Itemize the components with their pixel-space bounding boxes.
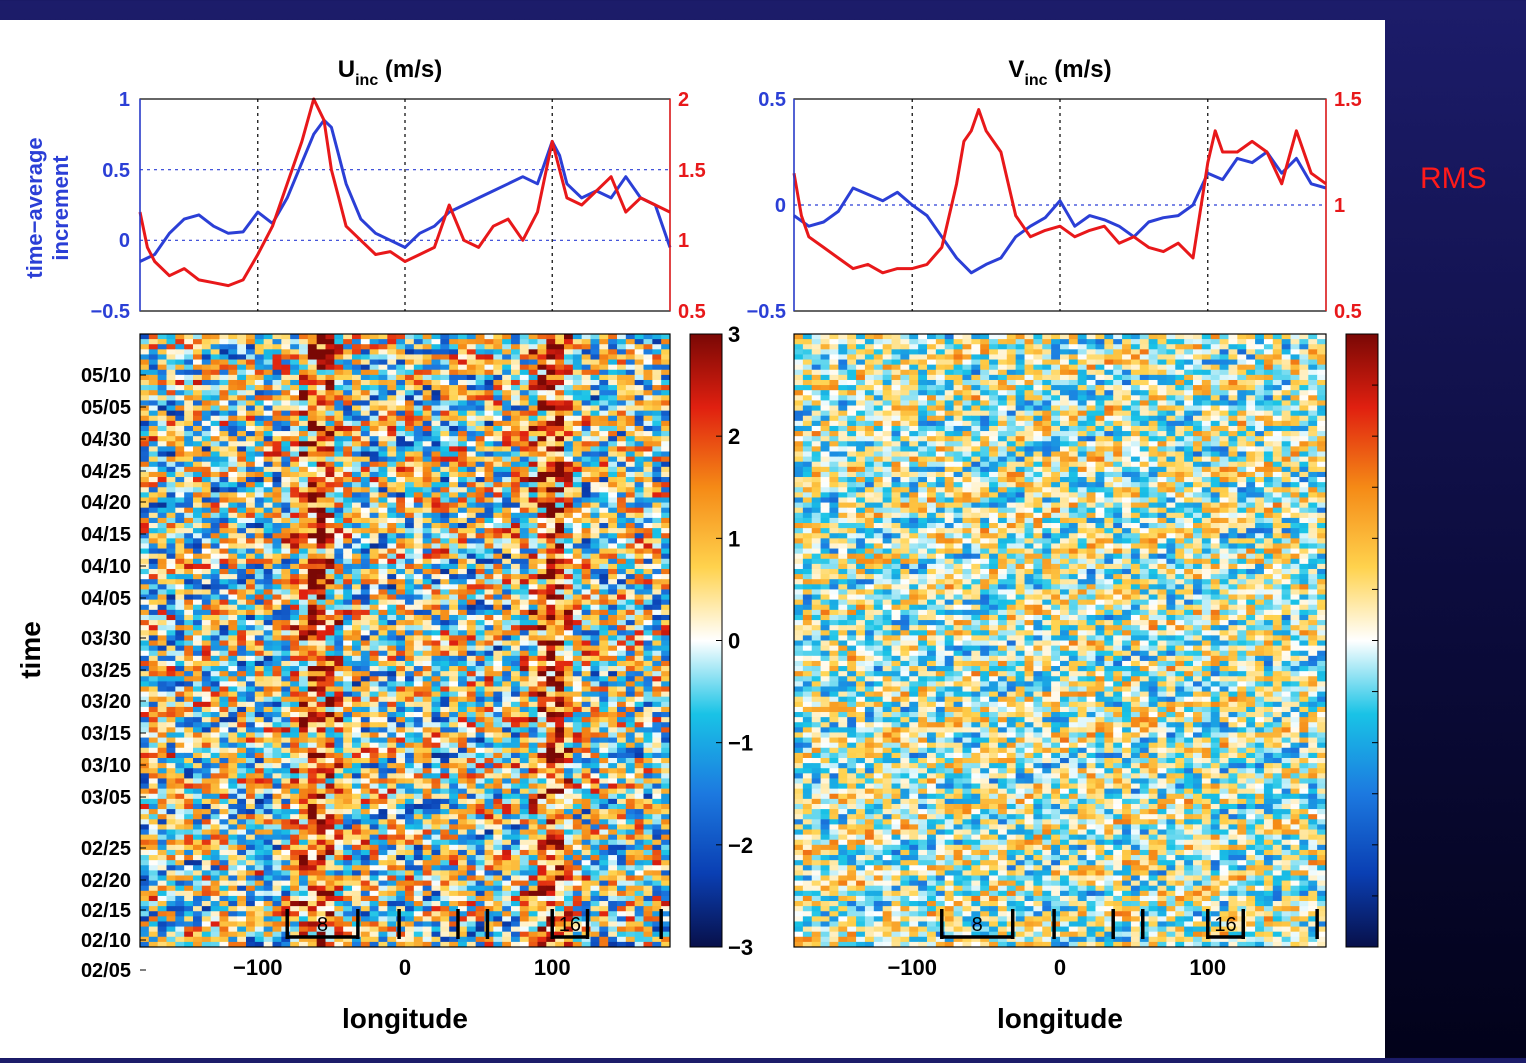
bl-ytick-16: 02/15	[81, 900, 131, 922]
bl-ytick-11: 03/15	[81, 723, 131, 745]
left-colorbar: 3 2 1 0 −1 −2 −3	[690, 322, 753, 960]
bl-ytick-5: 04/15	[81, 524, 131, 546]
tr-ytick-right-2: 0.5	[1334, 301, 1362, 323]
br-xtick-2: 100	[1189, 955, 1226, 980]
tl-ytick-left-0: 1	[119, 89, 130, 111]
top-right-grid	[794, 99, 1326, 311]
tr-ytick-right-1: 1	[1334, 195, 1345, 217]
bl-ytick-8: 03/30	[81, 628, 131, 650]
top-left-ylabel: time−average increment	[22, 137, 73, 278]
bl-ytick-10: 03/20	[81, 691, 131, 713]
bl-ytick-2: 04/30	[81, 429, 131, 451]
tl-ytick-right-3: 0.5	[678, 301, 706, 323]
bl-ytick-4: 04/20	[81, 492, 131, 514]
bl-ytick-7: 04/05	[81, 588, 131, 610]
colorbar-tick-5: −2	[728, 833, 753, 858]
br-bracket-label-8: 8	[972, 914, 983, 936]
top-right-title: Vinc (m/s)	[1008, 56, 1111, 89]
tl-ytick-left-1: 0.5	[102, 160, 130, 182]
top-left-right-ticks: 2 1.5 1 0.5	[678, 89, 706, 323]
bottom-right-heatmap: −100 0 100 8 16 longitude	[794, 334, 1327, 1034]
br-xtick-1: 0	[1054, 955, 1066, 980]
bottom-left-xticks: −100 0 100	[233, 955, 571, 980]
bl-ytick-3: 04/25	[81, 461, 131, 483]
tl-ytick-right-2: 1	[678, 230, 689, 252]
figure-svg: Uinc (m/s) 1 0.5 0 −0.5 2 1.5 1 0.5 time…	[0, 20, 1385, 1058]
bl-ytick-18: 02/05	[81, 960, 131, 982]
colorbar-tick-4: −1	[728, 731, 753, 756]
colorbar-tick-6: −3	[728, 935, 753, 960]
tr-ytick-left-1: 0	[775, 195, 786, 217]
bl-ytick-13: 03/05	[81, 787, 131, 809]
bottom-right-xticks: −100 0 100	[887, 955, 1226, 980]
bl-xtick-2: 100	[534, 955, 571, 980]
rms-side-label: RMS	[1420, 162, 1487, 196]
tl-ytick-right-1: 1.5	[678, 160, 706, 182]
colorbar-tick-0: 3	[728, 322, 740, 347]
tr-ytick-right-0: 1.5	[1334, 89, 1362, 111]
bottom-left-heatmap: 05/10 05/05 04/30 04/25 04/20 04/15 04/10 04/05…	[15, 334, 671, 1034]
bottom-left-xlabel: longitude	[342, 1003, 468, 1034]
colorbar-tick-2: 1	[728, 526, 740, 551]
figure-panel: Uinc (m/s) 1 0.5 0 −0.5 2 1.5 1 0.5 time…	[0, 20, 1385, 1058]
bl-xtick-0: −100	[233, 955, 283, 980]
bottom-right-xlabel: longitude	[997, 1003, 1123, 1034]
top-right-plot: Vinc (m/s) 0.5 0 −0.5 1.5 1 0.5	[747, 56, 1362, 323]
bottom-left-ylabel: time	[15, 621, 46, 679]
tl-ytick-left-3: −0.5	[91, 301, 130, 323]
top-left-left-ticks: 1 0.5 0 −0.5	[91, 89, 130, 323]
br-bracket-label-16: 16	[1214, 914, 1236, 936]
bl-ytick-12: 03/10	[81, 755, 131, 777]
right-colorbar	[1346, 334, 1378, 947]
bl-bracket-label-8: 8	[317, 914, 328, 936]
tl-ytick-left-2: 0	[119, 230, 130, 252]
bl-ytick-15: 02/20	[81, 870, 131, 892]
bottom-right-heatmap-cells	[794, 334, 1327, 948]
colorbar-tick-3: 0	[728, 629, 740, 654]
bl-ytick-0: 05/10	[81, 365, 131, 387]
bl-ytick-6: 04/10	[81, 556, 131, 578]
tl-ytick-right-0: 2	[678, 89, 689, 111]
tr-ytick-left-2: −0.5	[747, 301, 786, 323]
ylabel-line-1: time−average	[22, 137, 47, 278]
colorbar-tick-1: 2	[728, 424, 740, 449]
bl-ytick-1: 05/05	[81, 397, 131, 419]
bl-ytick-9: 03/25	[81, 660, 131, 682]
top-right-right-ticks: 1.5 1 0.5	[1334, 89, 1362, 323]
bl-ytick-14: 02/25	[81, 838, 131, 860]
tr-ytick-left-0: 0.5	[758, 89, 786, 111]
bl-xtick-1: 0	[399, 955, 411, 980]
top-left-plot: Uinc (m/s) 1 0.5 0 −0.5 2 1.5 1 0.5 time…	[22, 56, 706, 323]
ylabel-line-2: increment	[48, 155, 73, 261]
bl-bracket-label-16: 16	[559, 914, 581, 936]
br-xtick-0: −100	[887, 955, 937, 980]
top-left-grid	[140, 99, 670, 311]
bl-ytick-17: 02/10	[81, 930, 131, 952]
bottom-left-yticks: 05/10 05/05 04/30 04/25 04/20 04/15 04/10 04/05…	[81, 365, 146, 982]
top-right-left-ticks: 0.5 0 −0.5	[747, 89, 786, 323]
bottom-left-heatmap-cells	[140, 334, 671, 948]
top-left-title: Uinc (m/s)	[338, 56, 442, 89]
